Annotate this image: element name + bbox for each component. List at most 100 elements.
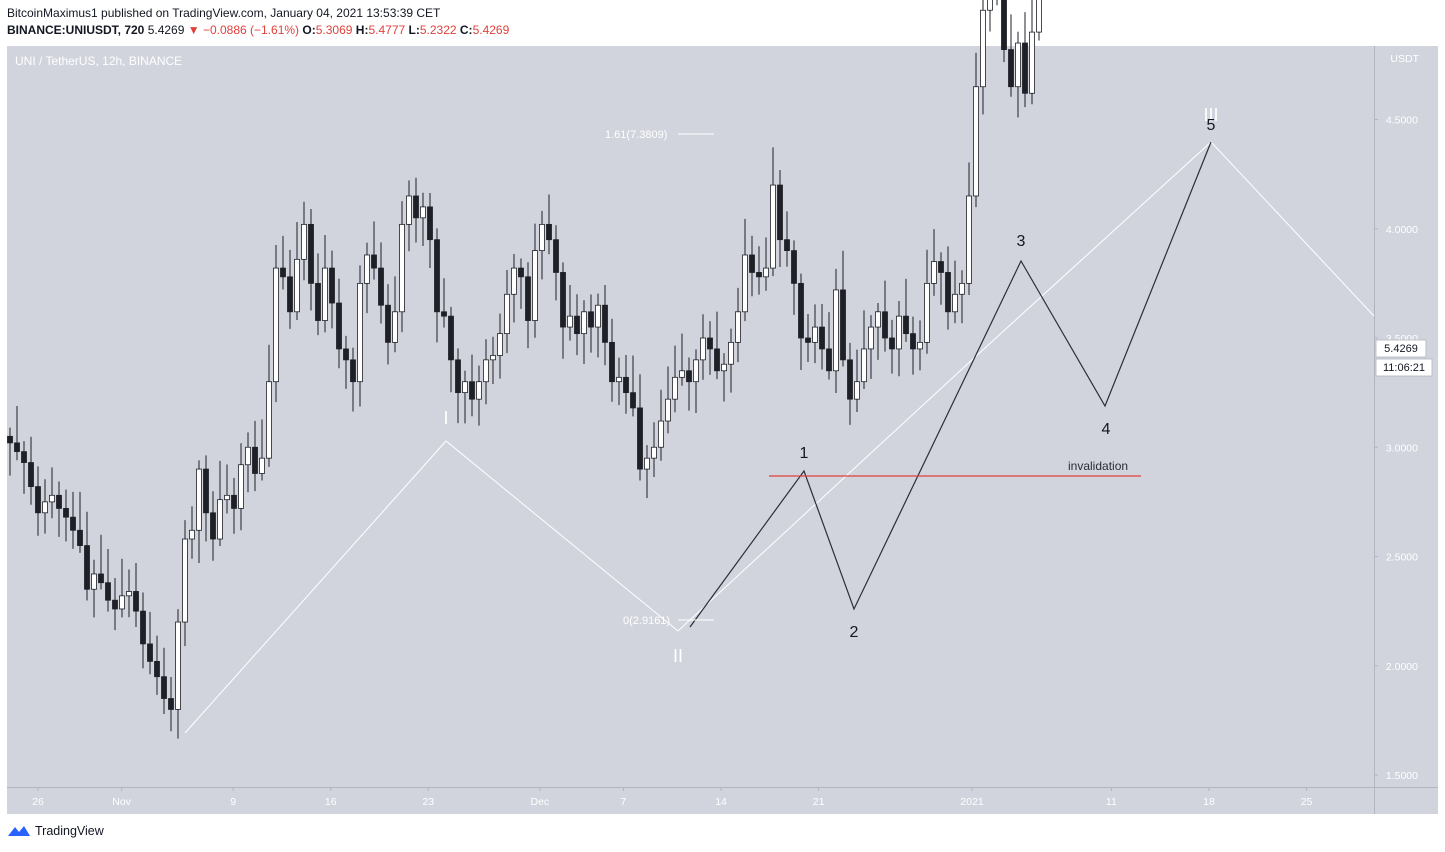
candle (805, 313, 811, 363)
candle-body (805, 337, 811, 343)
wave-line-dark (689, 141, 1212, 628)
candle-body (525, 276, 531, 321)
candle-body (1015, 42, 1021, 88)
candle (1022, 12, 1028, 108)
candle-body (763, 267, 769, 278)
candle (399, 201, 405, 333)
candle (70, 491, 76, 549)
candle-body (98, 573, 104, 584)
candle-body (1029, 31, 1035, 94)
x-tick-label: 2021 (960, 796, 984, 808)
wave-label-1: 1 (800, 445, 809, 462)
candle (770, 147, 776, 277)
candle (996, 0, 998, 6)
wave-label-4: 4 (1102, 421, 1111, 438)
candle-body (238, 464, 244, 509)
candle (385, 284, 391, 365)
candle (609, 318, 615, 402)
x-tick-label: 26 (32, 796, 44, 808)
candle-body (70, 516, 76, 531)
candle-body (28, 462, 34, 487)
plot-area[interactable] (7, 46, 1374, 787)
candle-body (322, 267, 328, 321)
wave-label-III: III (1203, 105, 1218, 125)
candle (441, 278, 447, 328)
candle-body (224, 494, 230, 501)
candle (749, 235, 755, 297)
candle-body (126, 591, 132, 597)
footer-brand[interactable]: TradingView (7, 824, 104, 838)
candle-body (1001, 0, 1007, 50)
price-axis[interactable] (1375, 46, 1438, 787)
candle (651, 422, 657, 478)
candle-body (77, 529, 83, 546)
candle (1001, 0, 1007, 63)
candle (84, 511, 90, 601)
candle-body (56, 494, 62, 509)
candle (952, 260, 958, 324)
candle (112, 577, 118, 631)
candle-body (791, 250, 797, 284)
candle (315, 253, 321, 336)
candle (168, 676, 174, 732)
candle-body (581, 311, 587, 335)
candle (245, 432, 251, 493)
time-axis[interactable] (7, 788, 1374, 814)
candle (742, 218, 748, 322)
candle-body (910, 333, 916, 350)
candle (378, 242, 384, 324)
x-tick-label: 21 (813, 796, 825, 808)
candle-body (854, 381, 860, 400)
candle (1029, 0, 1035, 105)
candle (231, 477, 237, 534)
candle (63, 489, 69, 542)
candle-body (7, 435, 13, 444)
candle-body (350, 359, 356, 383)
candle (511, 254, 517, 323)
candle-body (343, 348, 349, 361)
candle-body (511, 267, 517, 295)
candle-body (833, 289, 839, 372)
candle-body (938, 261, 944, 273)
candle (833, 268, 839, 394)
candle-body (770, 184, 776, 269)
candle (602, 284, 608, 366)
candle-body (203, 468, 209, 514)
author-name[interactable]: BitcoinMaximus1 (7, 6, 98, 20)
candle-body (399, 223, 405, 313)
candle (336, 278, 342, 369)
candle (364, 242, 370, 314)
low-value: 5.2322 (419, 23, 457, 37)
candle (546, 194, 552, 255)
candle-body (847, 359, 853, 400)
candle-body (105, 582, 111, 601)
candle-body (287, 276, 293, 313)
candle (308, 209, 314, 311)
candle-body (1036, 0, 1042, 33)
candle-body (924, 282, 930, 343)
candle-body (945, 272, 951, 313)
candle-body (175, 621, 181, 710)
candle (406, 180, 412, 252)
candle-body (868, 326, 874, 350)
candle (616, 357, 622, 406)
countdown-badge (1375, 358, 1433, 377)
candle (119, 558, 125, 618)
candle-body (777, 184, 783, 241)
candle (889, 319, 895, 374)
tradingview-logo-icon (8, 826, 30, 836)
candle (798, 273, 804, 370)
ohlc-line: BINANCE:UNIUSDT, 720 5.4269 ▼ −0.0886 (−… (7, 23, 509, 37)
candle-body (371, 254, 377, 269)
published-text: published on TradingView.com, January 04… (101, 6, 441, 20)
candle (462, 370, 468, 424)
candle (280, 235, 286, 290)
candle (294, 222, 300, 321)
candle-body (917, 341, 923, 350)
candle (539, 210, 545, 280)
x-tick-label: 16 (325, 796, 337, 808)
candle (980, 0, 986, 115)
candle-body (749, 254, 755, 273)
candle (679, 333, 685, 386)
